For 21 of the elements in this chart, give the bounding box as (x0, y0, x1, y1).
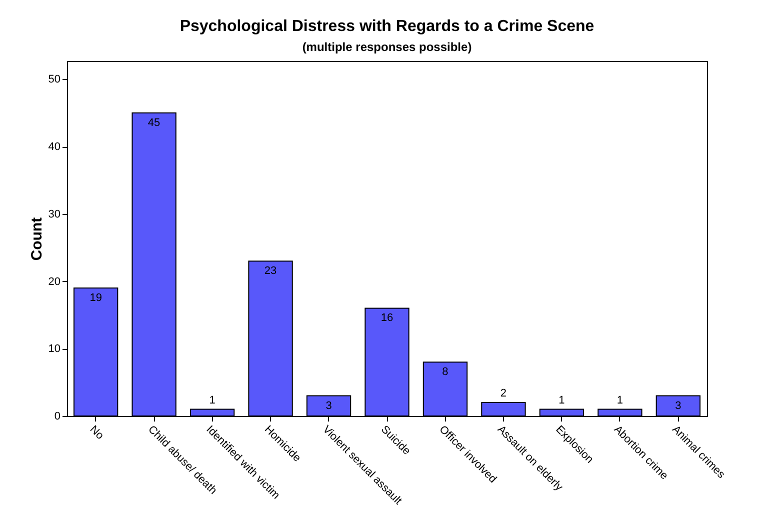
data-label: 3 (675, 400, 682, 412)
x-tick-label: No (87, 424, 106, 442)
y-tick-label: 0 (54, 410, 60, 422)
data-label: 19 (90, 292, 102, 304)
data-label: 16 (380, 312, 394, 324)
chart-title: Psychological Distress with Regards to a Crime Scene (180, 18, 594, 35)
y-axis-title: Count (28, 217, 46, 261)
data-label: 3 (326, 400, 332, 412)
data-label: 23 (264, 265, 277, 278)
chart-subtitle: (multiple responses possible) (302, 40, 472, 54)
y-tick-label: 40 (48, 141, 60, 154)
y-tick-label: 30 (48, 208, 60, 220)
data-label: 1 (616, 394, 623, 406)
data-label: 45 (148, 116, 160, 129)
data-label: 1 (558, 394, 565, 406)
data-label: 1 (209, 394, 216, 406)
data-label: 2 (500, 388, 507, 400)
y-tick-label: 10 (48, 343, 60, 356)
y-tick-label: 20 (48, 276, 60, 288)
data-label: 8 (442, 366, 448, 378)
y-tick-label: 50 (48, 74, 60, 86)
